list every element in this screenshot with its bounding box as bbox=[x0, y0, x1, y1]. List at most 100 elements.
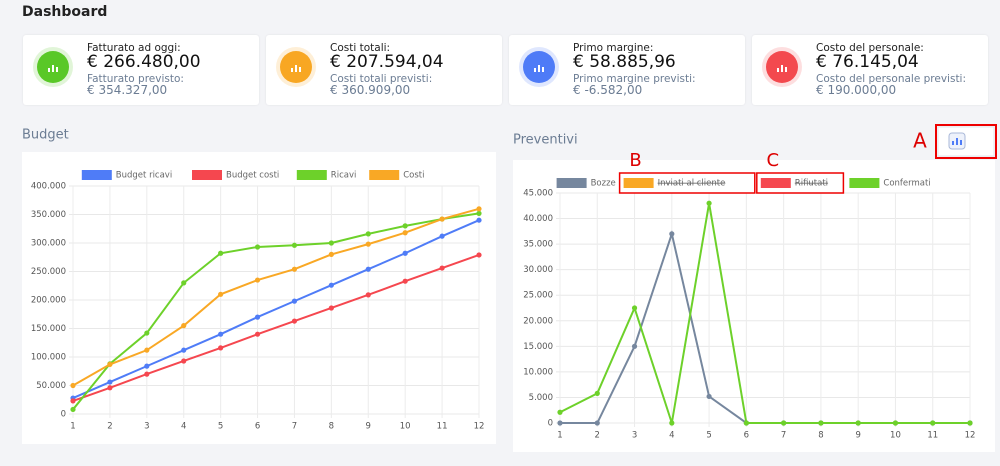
y-tick-label: 20.000 bbox=[523, 316, 553, 326]
data-point bbox=[930, 420, 936, 426]
x-tick-label: 8 bbox=[818, 431, 823, 441]
x-tick-label: 12 bbox=[474, 422, 485, 432]
legend-label: Budget costi bbox=[226, 171, 279, 181]
data-point bbox=[70, 382, 76, 389]
data-point bbox=[365, 292, 371, 298]
kpi-value: € 76.145,04 bbox=[816, 52, 919, 72]
x-tick-label: 1 bbox=[557, 431, 562, 441]
x-tick-label: 11 bbox=[927, 431, 938, 441]
chart-toggle-button[interactable] bbox=[937, 126, 995, 157]
data-point bbox=[439, 265, 445, 271]
annotation-box bbox=[618, 172, 756, 194]
kpi-card: Costi totali: € 207.594,04 Costi totali pr… bbox=[266, 35, 502, 105]
legend-swatch bbox=[81, 170, 112, 180]
legend-swatch bbox=[192, 170, 222, 180]
kpi-label: Primo margine: bbox=[573, 42, 654, 54]
x-tick-label: 6 bbox=[744, 431, 749, 441]
data-point bbox=[254, 244, 261, 250]
data-point bbox=[706, 393, 712, 400]
kpi-value: € 58.885,96 bbox=[573, 52, 676, 72]
x-tick-label: 10 bbox=[400, 422, 411, 432]
data-point bbox=[291, 266, 298, 272]
data-point bbox=[631, 305, 638, 311]
x-tick-label: 3 bbox=[144, 422, 149, 432]
x-tick-label: 7 bbox=[292, 422, 297, 432]
data-point bbox=[476, 252, 482, 258]
data-point bbox=[70, 406, 76, 413]
y-tick-label: 350.000 bbox=[31, 210, 66, 220]
series-line bbox=[559, 203, 970, 424]
legend-swatch bbox=[760, 178, 791, 188]
y-tick-label: 35.000 bbox=[523, 240, 553, 250]
annotation-box bbox=[756, 172, 845, 194]
y-tick-label: 100.000 bbox=[31, 353, 66, 363]
y-tick-label: 400.000 bbox=[31, 182, 66, 192]
data-point bbox=[218, 250, 224, 256]
budget-card bbox=[22, 152, 496, 444]
x-tick-label: 6 bbox=[255, 422, 260, 432]
y-tick-label: 250.000 bbox=[31, 267, 66, 277]
data-point bbox=[439, 216, 445, 222]
series-line bbox=[72, 254, 480, 402]
data-point bbox=[291, 298, 298, 304]
legend-label: Confermati bbox=[883, 179, 930, 189]
data-point bbox=[967, 420, 973, 426]
series-line bbox=[72, 219, 480, 399]
data-point bbox=[144, 330, 150, 336]
data-point bbox=[781, 420, 787, 426]
data-point bbox=[743, 420, 749, 426]
y-tick-label: 25.000 bbox=[523, 291, 553, 301]
data-point bbox=[181, 347, 187, 353]
data-point bbox=[557, 409, 563, 415]
kpi-sub-label: Costi totali previsti: bbox=[330, 73, 433, 85]
kpi-label: Fatturato ad oggi: bbox=[87, 42, 181, 54]
data-point bbox=[594, 390, 600, 396]
data-point bbox=[439, 233, 445, 239]
x-tick-label: 12 bbox=[965, 431, 976, 441]
annotation-label: C bbox=[767, 150, 780, 171]
legend-swatch bbox=[849, 178, 880, 188]
annotation-label: B bbox=[629, 150, 641, 171]
x-tick-label: 3 bbox=[632, 431, 637, 441]
y-tick-label: 150.000 bbox=[31, 324, 66, 334]
legend-swatch bbox=[556, 178, 587, 188]
chart-title: Preventivi bbox=[513, 133, 578, 148]
data-point bbox=[365, 231, 371, 237]
kpi-sub-label: Fatturato previsto: bbox=[87, 73, 184, 85]
data-point bbox=[254, 331, 261, 337]
y-tick-label: 0 bbox=[548, 419, 553, 429]
y-tick-label: 15.000 bbox=[523, 342, 553, 352]
data-point bbox=[892, 420, 899, 426]
data-point bbox=[365, 266, 371, 272]
x-tick-label: 2 bbox=[107, 422, 112, 432]
y-tick-label: 30.000 bbox=[523, 265, 553, 275]
data-point bbox=[557, 420, 563, 426]
legend-label: Budget ricavi bbox=[116, 171, 172, 181]
x-tick-label: 5 bbox=[218, 422, 223, 432]
preventivi-card bbox=[513, 160, 995, 452]
legend-label: Rifiutati bbox=[795, 179, 828, 189]
x-tick-label: 5 bbox=[706, 431, 711, 441]
kpi-icon bbox=[276, 47, 316, 87]
kpi-card: Primo margine: € 58.885,96 Primo margine p… bbox=[509, 35, 745, 105]
x-tick-label: 1 bbox=[70, 422, 75, 432]
y-tick-label: 200.000 bbox=[31, 296, 66, 306]
data-point bbox=[818, 420, 824, 426]
data-point bbox=[218, 345, 224, 351]
x-tick-label: 7 bbox=[781, 431, 786, 441]
kpi-value: € 207.594,04 bbox=[330, 52, 444, 72]
data-point bbox=[181, 323, 187, 329]
data-point bbox=[218, 291, 224, 297]
kpi-label: Costo del personale: bbox=[816, 42, 924, 54]
chart-title: Budget bbox=[22, 128, 69, 143]
data-point bbox=[254, 277, 261, 283]
y-tick-label: 10.000 bbox=[523, 367, 553, 377]
x-tick-label: 11 bbox=[437, 422, 448, 432]
kpi-icon bbox=[33, 47, 73, 87]
data-point bbox=[291, 242, 298, 248]
x-tick-label: 2 bbox=[595, 431, 600, 441]
kpi-sub-label: Costo del personale previsti: bbox=[816, 73, 967, 85]
data-point bbox=[328, 251, 334, 257]
data-point bbox=[107, 361, 113, 368]
